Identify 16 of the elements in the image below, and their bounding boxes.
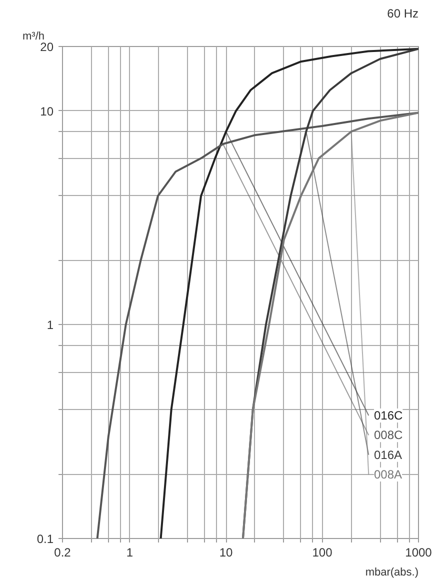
- text: 016A: [374, 448, 402, 462]
- y-axis-title: m³/h: [22, 30, 44, 42]
- text: 008C: [374, 428, 404, 442]
- chart-title: 60 Hz: [387, 6, 419, 20]
- x-axis-title: mbar(abs.): [365, 566, 419, 578]
- x-tick-label: 0.2: [54, 546, 72, 560]
- x-tick-label: 1000: [405, 546, 432, 560]
- x-tick-label: 100: [312, 546, 333, 560]
- y-tick-label: 1: [46, 318, 54, 332]
- text: 008A: [374, 468, 402, 482]
- x-tick-label: 1: [126, 546, 134, 560]
- y-tick-label: 20: [40, 40, 54, 54]
- x-tick-label: 10: [219, 546, 234, 560]
- y-tick-label: 0.1: [36, 532, 54, 546]
- text: 016C: [374, 408, 404, 422]
- y-tick-label: 10: [40, 104, 54, 118]
